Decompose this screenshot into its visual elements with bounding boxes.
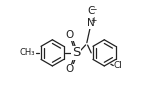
- Text: N: N: [87, 18, 95, 28]
- Text: S: S: [72, 46, 80, 59]
- Text: CH₃: CH₃: [20, 48, 35, 57]
- Text: O: O: [65, 30, 74, 40]
- Text: O: O: [65, 64, 74, 74]
- Text: +: +: [90, 16, 96, 25]
- Text: C: C: [87, 6, 94, 16]
- Text: Cl: Cl: [114, 61, 122, 70]
- Text: −: −: [89, 4, 97, 13]
